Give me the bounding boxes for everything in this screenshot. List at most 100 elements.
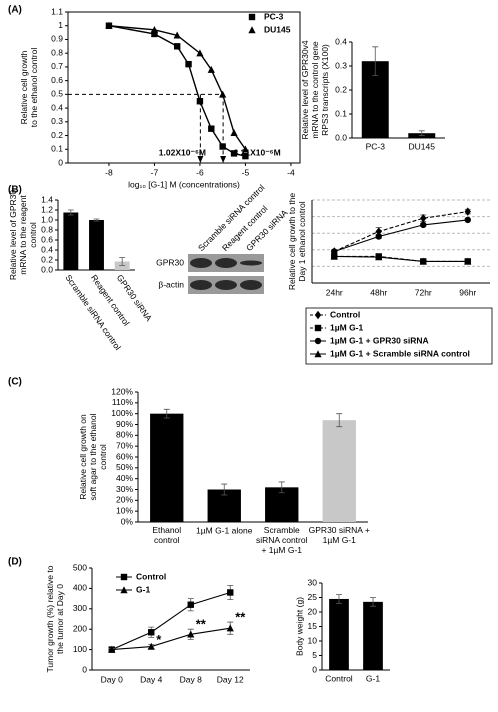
x-tick-label: 72hr xyxy=(415,287,432,297)
marker xyxy=(196,98,204,105)
y-tick-label: 15 xyxy=(308,621,318,631)
marker xyxy=(242,152,249,160)
bar xyxy=(89,220,104,270)
x-tick-label: 24hr xyxy=(326,287,343,297)
error-bar xyxy=(278,481,285,494)
error-bar xyxy=(336,413,343,428)
x-tick-label: 96hr xyxy=(459,287,476,297)
x-tick-label: Ethanol control xyxy=(152,525,181,545)
marker xyxy=(248,13,256,21)
y-tick-label: 80% xyxy=(116,430,133,440)
marker xyxy=(227,589,234,596)
y-tick-label: 20 xyxy=(308,606,318,616)
y-tick-label: 50% xyxy=(116,462,133,472)
error-bar xyxy=(119,257,126,266)
marker xyxy=(150,26,159,34)
annotation: 3.21X10⁻⁶M xyxy=(234,147,281,157)
x-tick-label: 1µM G-1 alone xyxy=(196,525,253,535)
legend-label: G-1 xyxy=(136,584,150,594)
y-tick-label: 0.9 xyxy=(51,34,63,44)
y-tick-label: 25 xyxy=(308,592,318,602)
legend-label: Control xyxy=(330,309,360,319)
legend-box xyxy=(305,307,493,365)
y-tick-label: 1.0 xyxy=(41,214,53,224)
series-curve xyxy=(108,25,246,150)
legend-label: DU145 xyxy=(264,24,291,34)
y-axis-label: Relative cell growthto the ethanol contr… xyxy=(19,48,39,128)
y-tick-label: 40% xyxy=(116,473,133,483)
marker xyxy=(314,350,322,358)
error-bar xyxy=(418,130,425,136)
band-label: GPR30 xyxy=(156,257,184,267)
marker xyxy=(187,601,194,608)
y-axis-label: Tumor growth (%) relative tothe tumor at… xyxy=(45,565,65,672)
y-tick-label: 30 xyxy=(308,577,318,587)
marker xyxy=(120,586,128,594)
y-tick-label: 0 xyxy=(312,664,317,674)
y-tick-label: 0.4 xyxy=(51,102,63,112)
y-tick-label: 0.6 xyxy=(41,234,53,244)
marker xyxy=(120,573,128,581)
marker xyxy=(207,65,215,73)
y-tick-label: 60% xyxy=(116,451,133,461)
legend-label: PC-3 xyxy=(264,11,284,21)
x-tick-label: -4 xyxy=(287,167,295,177)
marker xyxy=(147,642,155,650)
marker xyxy=(314,324,322,332)
y-tick-label: 0.4 xyxy=(335,36,347,46)
marker xyxy=(375,233,382,240)
marker xyxy=(464,216,471,224)
marker xyxy=(419,257,427,265)
y-axis-label: Relative cell growth to theDay 1 ethanol… xyxy=(287,193,307,291)
series-line xyxy=(334,219,468,252)
y-tick-label: 1.4 xyxy=(41,194,53,204)
y-tick-label: 100 xyxy=(73,644,87,654)
marker xyxy=(208,125,215,132)
y-tick-label: 0.8 xyxy=(41,224,53,234)
marker xyxy=(375,227,382,236)
marker xyxy=(241,145,250,153)
legend-label: 1µM G-1 + Scramble siRNA control xyxy=(330,348,470,358)
y-tick-label: 0.8 xyxy=(51,47,63,57)
marker xyxy=(151,30,158,38)
blot-band xyxy=(240,280,262,290)
blot-band xyxy=(215,258,237,268)
x-tick-label: Day 4 xyxy=(140,674,162,684)
y-tick-label: 0.1 xyxy=(335,108,347,118)
marker xyxy=(173,43,181,50)
band-label: β-actin xyxy=(158,279,184,289)
error-bar xyxy=(372,46,379,76)
y-tick-label: 0.2 xyxy=(51,130,63,140)
marker xyxy=(185,60,192,68)
y-tick-label: 5 xyxy=(312,650,317,660)
marker xyxy=(330,252,338,260)
x-tick-label: Day 0 xyxy=(101,674,123,684)
x-tick-label: Control xyxy=(325,673,353,683)
marker xyxy=(420,221,427,229)
marker xyxy=(148,629,155,636)
y-tick-label: 0.3 xyxy=(51,116,63,126)
y-tick-label: 200 xyxy=(73,623,87,633)
y-tick-label: 90% xyxy=(116,419,133,429)
y-tick-label: 0 xyxy=(82,664,87,674)
marker xyxy=(420,214,427,223)
x-tick-label: GPR30 siRNA +1µM G-1 xyxy=(309,525,370,545)
y-tick-label: 0.0 xyxy=(335,132,347,142)
marker xyxy=(314,310,322,320)
y-tick-label: 70% xyxy=(116,440,133,450)
panel-label: (C) xyxy=(8,377,22,388)
error-bar xyxy=(163,408,170,419)
y-tick-label: 1.2 xyxy=(41,204,53,214)
x-tick-label: -5 xyxy=(242,167,250,177)
y-tick-label: 0.1 xyxy=(51,144,63,154)
y-tick-label: 0.2 xyxy=(335,84,347,94)
x-tick-label: G-1 xyxy=(366,673,380,683)
y-tick-label: 30% xyxy=(116,484,133,494)
series-line xyxy=(111,627,231,651)
blot-band xyxy=(190,280,212,290)
series-line xyxy=(111,591,231,651)
bar xyxy=(329,598,349,670)
x-tick-label: Day 12 xyxy=(217,674,244,684)
marker xyxy=(108,645,116,653)
